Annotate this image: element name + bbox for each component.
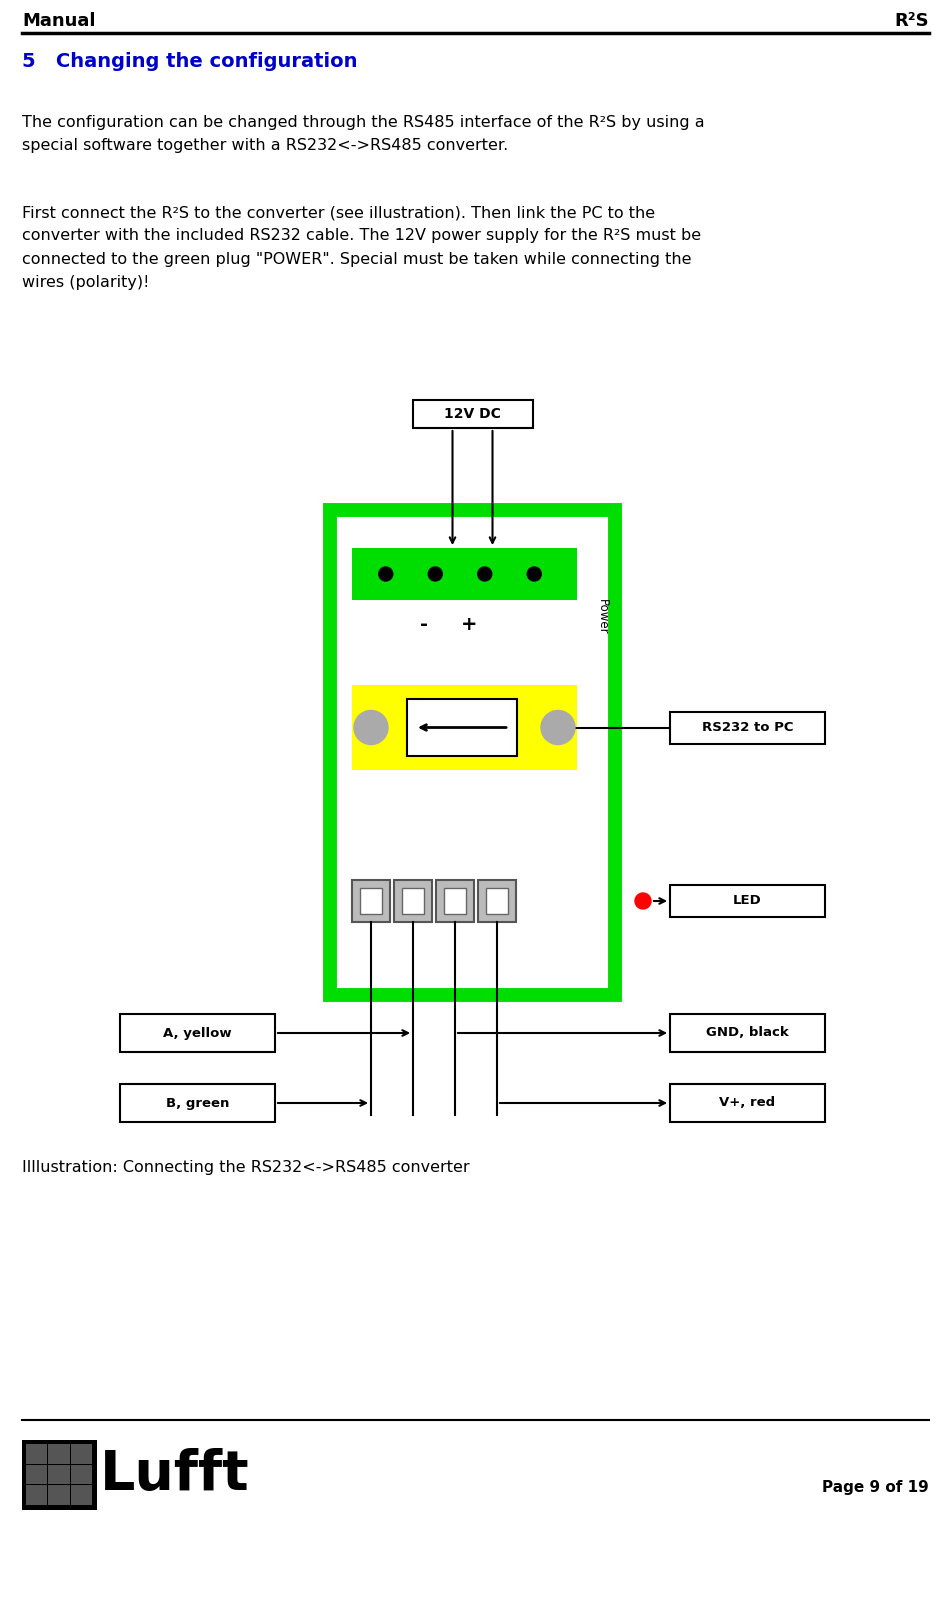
Circle shape [635,893,651,909]
Bar [330,510,615,995]
Text: First connect the R²S to the converter (see illustration). Then link the PC to t: First connect the R²S to the converter (… [22,205,701,290]
Text: A, yellow: A, yellow [164,1027,232,1040]
Bar [49,1485,69,1506]
Bar [26,1464,48,1485]
Text: RS232 to PC: RS232 to PC [702,722,793,734]
Text: 12V DC: 12V DC [444,406,501,421]
Text: Illlustration: Connecting the RS232<->RS485 converter: Illlustration: Connecting the RS232<->RS… [22,1160,470,1174]
Bar [402,888,424,914]
Bar [670,712,825,744]
Bar [394,880,432,922]
Bar [670,1085,825,1122]
Circle shape [527,566,541,581]
Bar [444,888,466,914]
Bar [407,699,517,757]
Bar [352,880,390,922]
Text: V+, red: V+, red [720,1096,776,1109]
Bar [436,880,474,922]
Bar [70,1464,92,1485]
Bar [486,888,508,914]
Text: The configuration can be changed through the RS485 interface of the R²S by using: The configuration can be changed through… [22,115,705,154]
Text: B, green: B, green [165,1096,229,1109]
Text: +: + [460,616,477,635]
Bar [670,1014,825,1053]
Bar [413,400,533,427]
Bar [26,1443,48,1464]
Text: Power: Power [595,598,609,635]
Circle shape [428,566,442,581]
Text: 5   Changing the configuration: 5 Changing the configuration [22,51,358,70]
Text: LED: LED [733,894,762,907]
Bar [120,1085,275,1122]
Bar [22,1440,97,1510]
Bar [478,880,516,922]
Bar [360,888,382,914]
Text: R²S: R²S [894,11,929,30]
Bar [49,1464,69,1485]
Bar [26,1485,48,1506]
Bar [352,685,577,770]
Text: Manual: Manual [22,11,95,30]
Bar [352,547,577,600]
Circle shape [378,566,393,581]
Text: -: - [420,616,428,635]
Bar [70,1443,92,1464]
Circle shape [541,710,575,744]
Text: Lufft: Lufft [100,1448,249,1502]
Bar [49,1443,69,1464]
Text: GND, black: GND, black [707,1027,789,1040]
Circle shape [477,566,492,581]
Bar [120,1014,275,1053]
Bar [70,1485,92,1506]
Circle shape [354,710,388,744]
Text: Page 9 of 19: Page 9 of 19 [823,1480,929,1494]
Bar [670,885,825,917]
